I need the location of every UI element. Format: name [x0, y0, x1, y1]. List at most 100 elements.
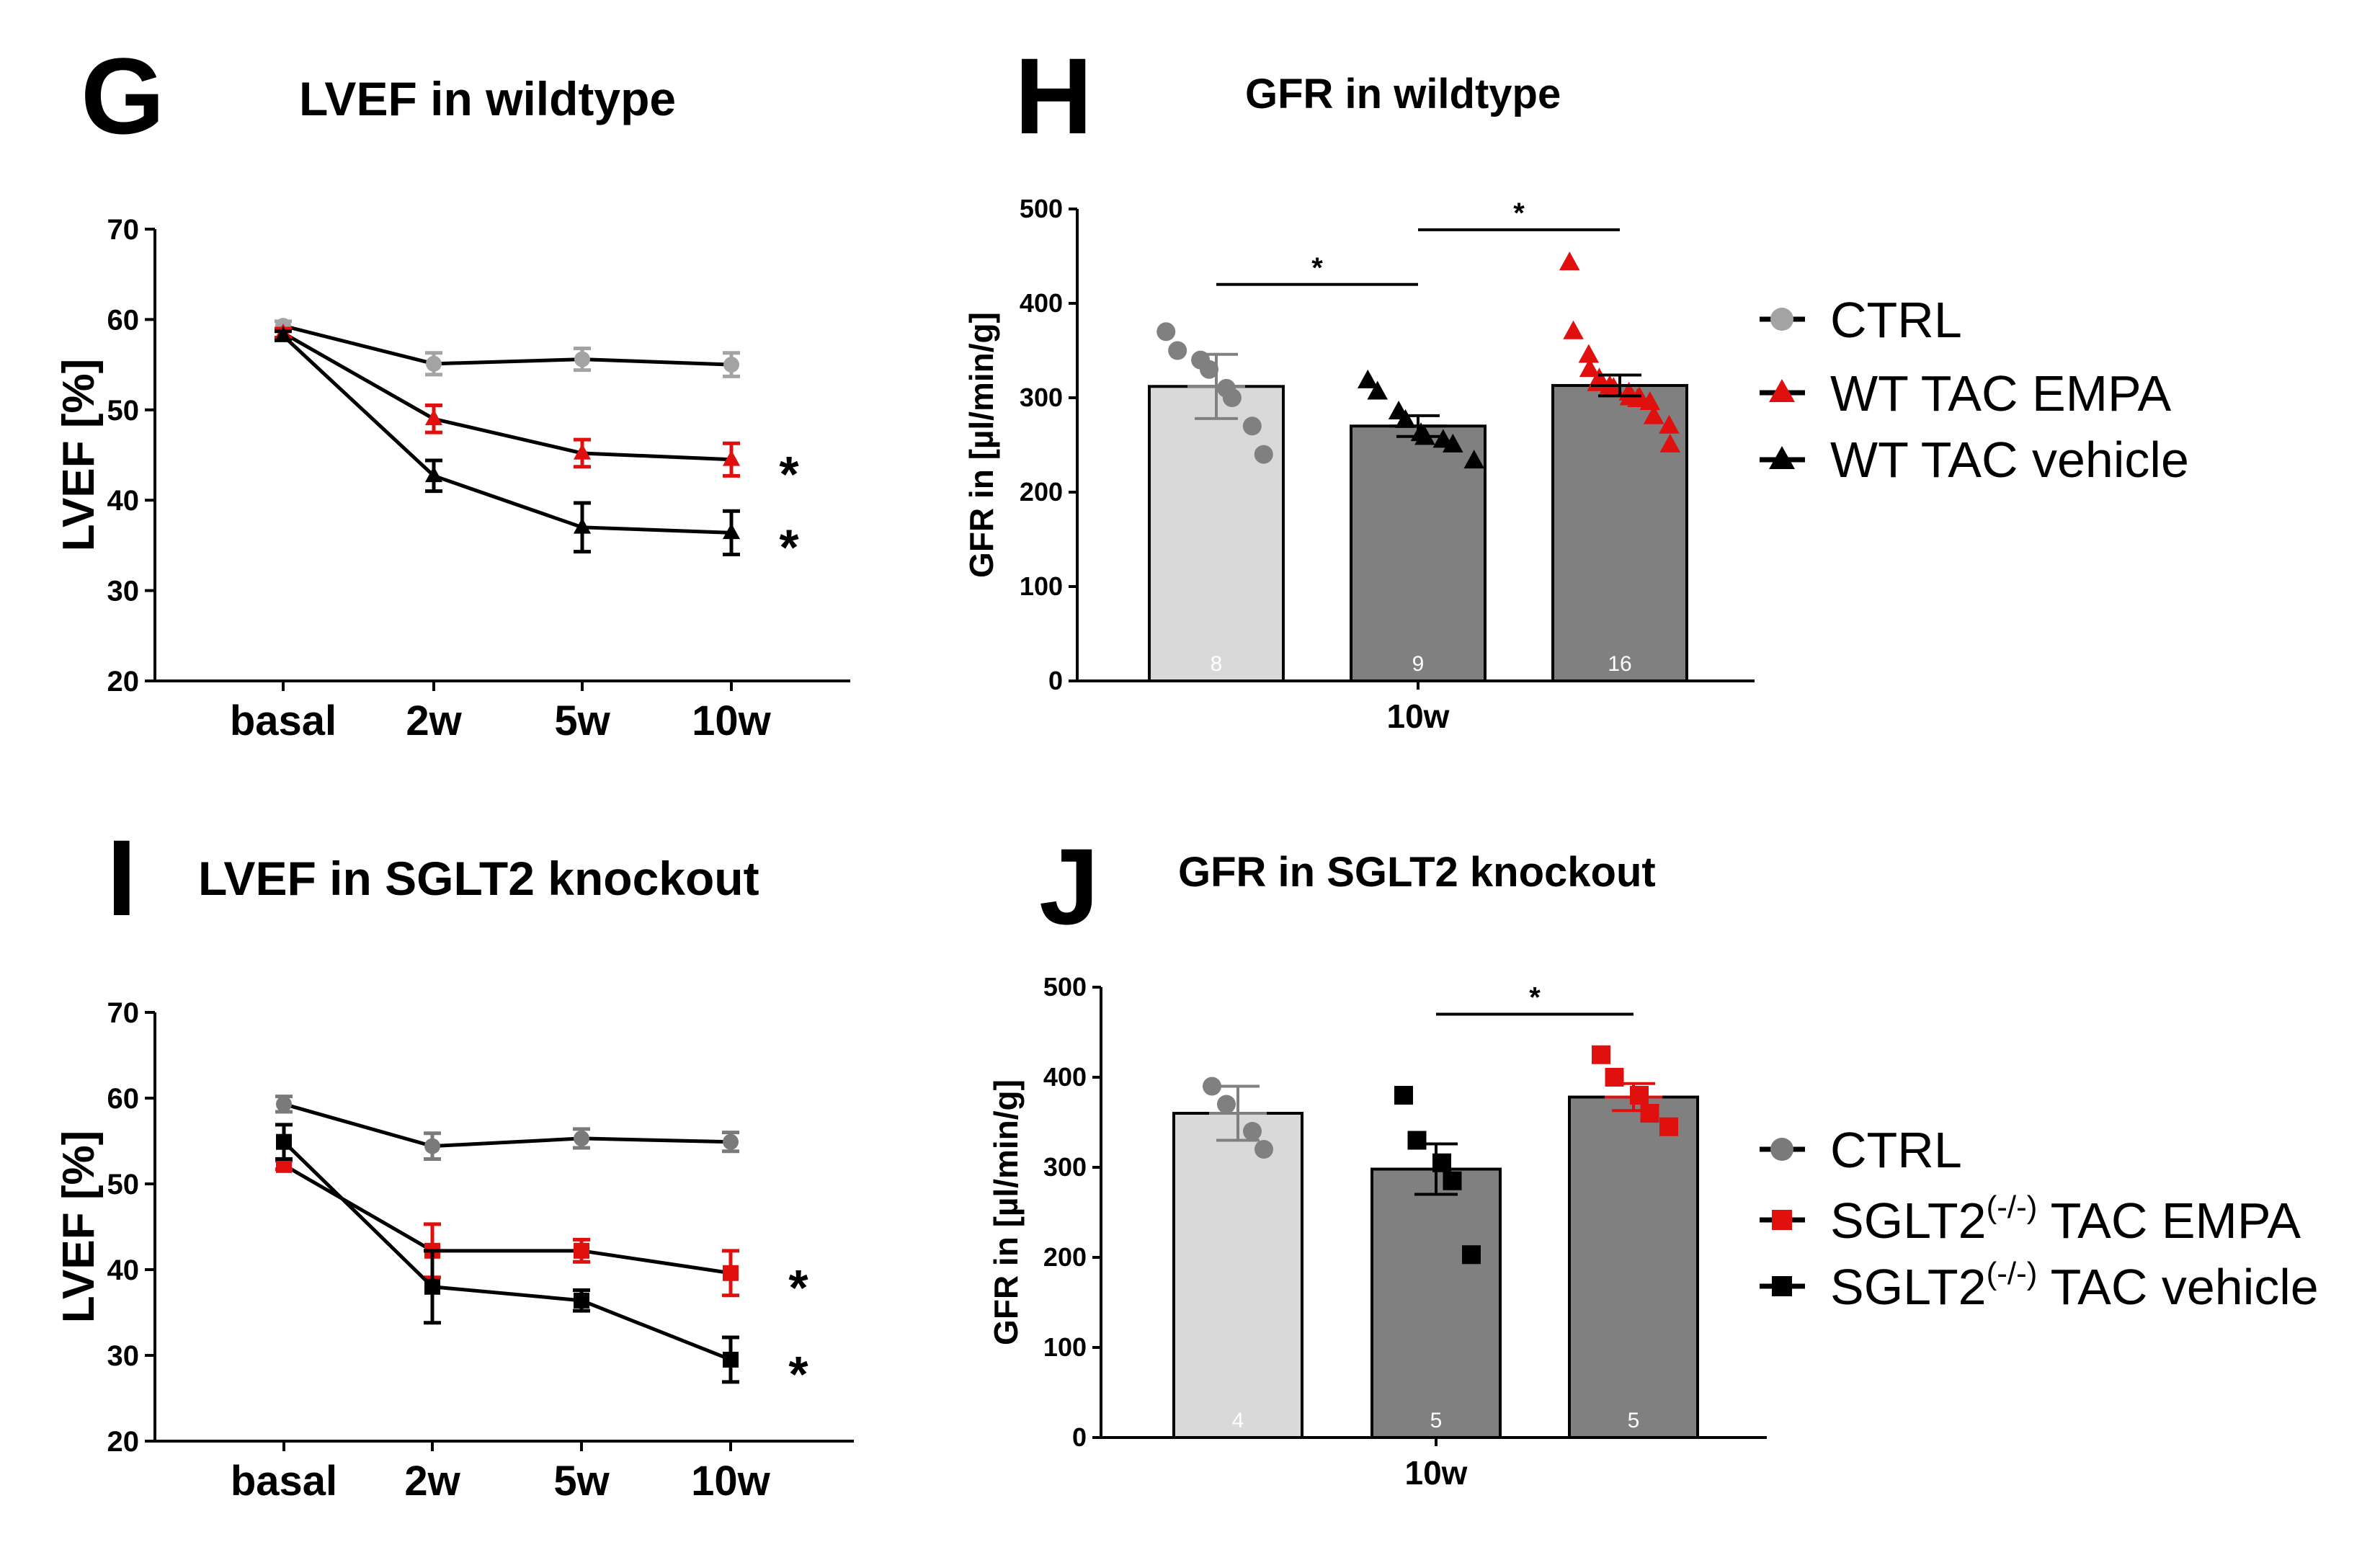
data-point — [1592, 1045, 1610, 1064]
y-tick-label: 60 — [107, 304, 140, 336]
data-point — [1659, 1117, 1678, 1136]
legend-ko-empa-sup: (-/-) — [1987, 1190, 2038, 1225]
legend-ko-vehicle-main: SGLT2 — [1830, 1259, 1987, 1315]
data-point — [574, 351, 590, 367]
significance-star: * — [788, 1260, 808, 1316]
n-label: 8 — [1211, 652, 1223, 676]
n-label: 9 — [1412, 652, 1425, 676]
data-point — [1200, 360, 1219, 379]
y-tick-label: 400 — [1020, 288, 1063, 318]
bar — [1551, 383, 1688, 682]
data-point — [1579, 358, 1600, 378]
x-tick-label: 2w — [404, 1458, 460, 1505]
data-point — [1243, 1122, 1262, 1141]
x-tick-label: basal — [231, 1458, 337, 1505]
series-line — [282, 1163, 731, 1275]
y-tick-label: 100 — [1043, 1332, 1087, 1362]
y-tick-label: 500 — [1043, 972, 1087, 1002]
data-point — [573, 443, 592, 460]
significance-star: * — [779, 446, 799, 502]
y-tick-label: 300 — [1043, 1152, 1087, 1182]
y-tick-label: 30 — [107, 1340, 140, 1372]
bar — [1370, 1167, 1502, 1439]
x-axis-label: 10w — [1387, 698, 1450, 735]
data-point — [424, 1278, 440, 1295]
y-tick-label: 50 — [107, 1169, 140, 1200]
data-point — [574, 1242, 589, 1259]
data-point — [1357, 369, 1378, 388]
legend-ko-ctrl-label: CTRL — [1830, 1122, 1962, 1178]
data-point — [424, 1138, 440, 1154]
data-point — [1367, 380, 1388, 400]
n-label: 5 — [1430, 1409, 1443, 1432]
n-label: 4 — [1232, 1409, 1244, 1432]
legend-wildtype: CTRL WT TAC EMPA WT TAC vehicle — [1760, 292, 2189, 488]
y-tick-label: 70 — [107, 997, 140, 1029]
y-tick-label: 400 — [1043, 1062, 1087, 1092]
y-tick-label: 40 — [107, 1254, 140, 1286]
legend-ko-vehicle-rest: TAC vehicle — [2037, 1259, 2318, 1315]
panel-title-g: LVEF in wildtype — [299, 72, 676, 125]
y-tick-label: 200 — [1043, 1242, 1087, 1272]
data-point — [573, 517, 592, 534]
legend-ko-vehicle-marker — [1772, 1276, 1792, 1296]
y-tick-label: 70 — [107, 214, 140, 246]
data-point — [723, 1265, 739, 1281]
legend-ko-empa-marker — [1772, 1210, 1792, 1230]
data-point — [1168, 341, 1187, 360]
n-label: 16 — [1608, 652, 1631, 676]
data-point — [1659, 414, 1680, 434]
data-point — [1559, 251, 1580, 271]
y-tick-label: 300 — [1020, 383, 1063, 412]
y-tick-label: 30 — [107, 576, 140, 607]
data-point — [274, 326, 293, 342]
y-tick-label: 500 — [1020, 194, 1063, 223]
y-tick-label: 50 — [107, 395, 140, 427]
legend-wt-ctrl-label: CTRL — [1830, 292, 1962, 348]
panel-letter-g: G — [81, 35, 165, 156]
y-axis-label: LVEF [%] — [54, 359, 104, 552]
data-point — [1443, 433, 1463, 453]
data-point — [424, 466, 443, 483]
data-point — [1407, 1131, 1427, 1150]
panel-title-i: LVEF in SGLT2 knockout — [198, 852, 759, 905]
data-point — [1659, 433, 1681, 453]
series-line — [283, 1102, 731, 1149]
legend-ko-vehicle-label: SGLT2(-/-) TAC vehicle — [1830, 1256, 2319, 1315]
data-point — [1203, 1077, 1221, 1096]
data-point — [1222, 388, 1242, 407]
panel-letter-i: I — [107, 817, 137, 938]
panel-title-h: GFR in wildtype — [1245, 71, 1561, 117]
legend-wt-empa-label: WT TAC EMPA — [1830, 365, 2171, 422]
x-tick-label: basal — [230, 698, 337, 744]
panel-title-j: GFR in SGLT2 knockout — [1178, 849, 1656, 896]
data-point — [276, 1156, 292, 1173]
legend-wt-ctrl-marker — [1770, 308, 1793, 331]
data-point — [276, 1133, 292, 1150]
chart-gfr-wildtype: 0 100 200 300 400 500 10w GFR in [µl/min/g] 8 9 16… — [963, 194, 1755, 735]
data-point — [574, 1292, 589, 1309]
bar — [1350, 424, 1487, 682]
legend-ko-vehicle-sup: (-/-) — [1987, 1256, 2038, 1291]
series-line — [282, 1140, 731, 1362]
panel-letter-h: H — [1015, 35, 1092, 156]
data-point — [426, 355, 442, 372]
comparison-star: * — [1513, 197, 1525, 229]
data-point — [722, 523, 741, 540]
chart-lvef-knockout: 20 30 40 50 60 70 basal 2w 5w 10w LVEF [%] * * — [54, 997, 854, 1505]
legend-ko-empa-label: SGLT2(-/-) TAC EMPA — [1830, 1190, 2301, 1249]
data-point — [574, 1130, 589, 1146]
data-point — [1462, 1245, 1481, 1265]
bar — [1172, 1112, 1303, 1439]
significance-star: * — [788, 1346, 808, 1402]
data-point — [1563, 320, 1584, 339]
legend-wt-vehicle-label: WT TAC vehicle — [1830, 432, 2189, 488]
data-point — [1578, 344, 1600, 363]
x-tick-label: 10w — [692, 698, 772, 744]
bar — [1568, 1095, 1699, 1439]
legend-knockout: CTRL SGLT2(-/-) TAC EMPA SGLT2(-/-) TAC … — [1760, 1122, 2319, 1315]
x-tick-label: 2w — [406, 698, 462, 744]
data-point — [1394, 1086, 1413, 1105]
y-tick-label: 200 — [1020, 477, 1063, 507]
